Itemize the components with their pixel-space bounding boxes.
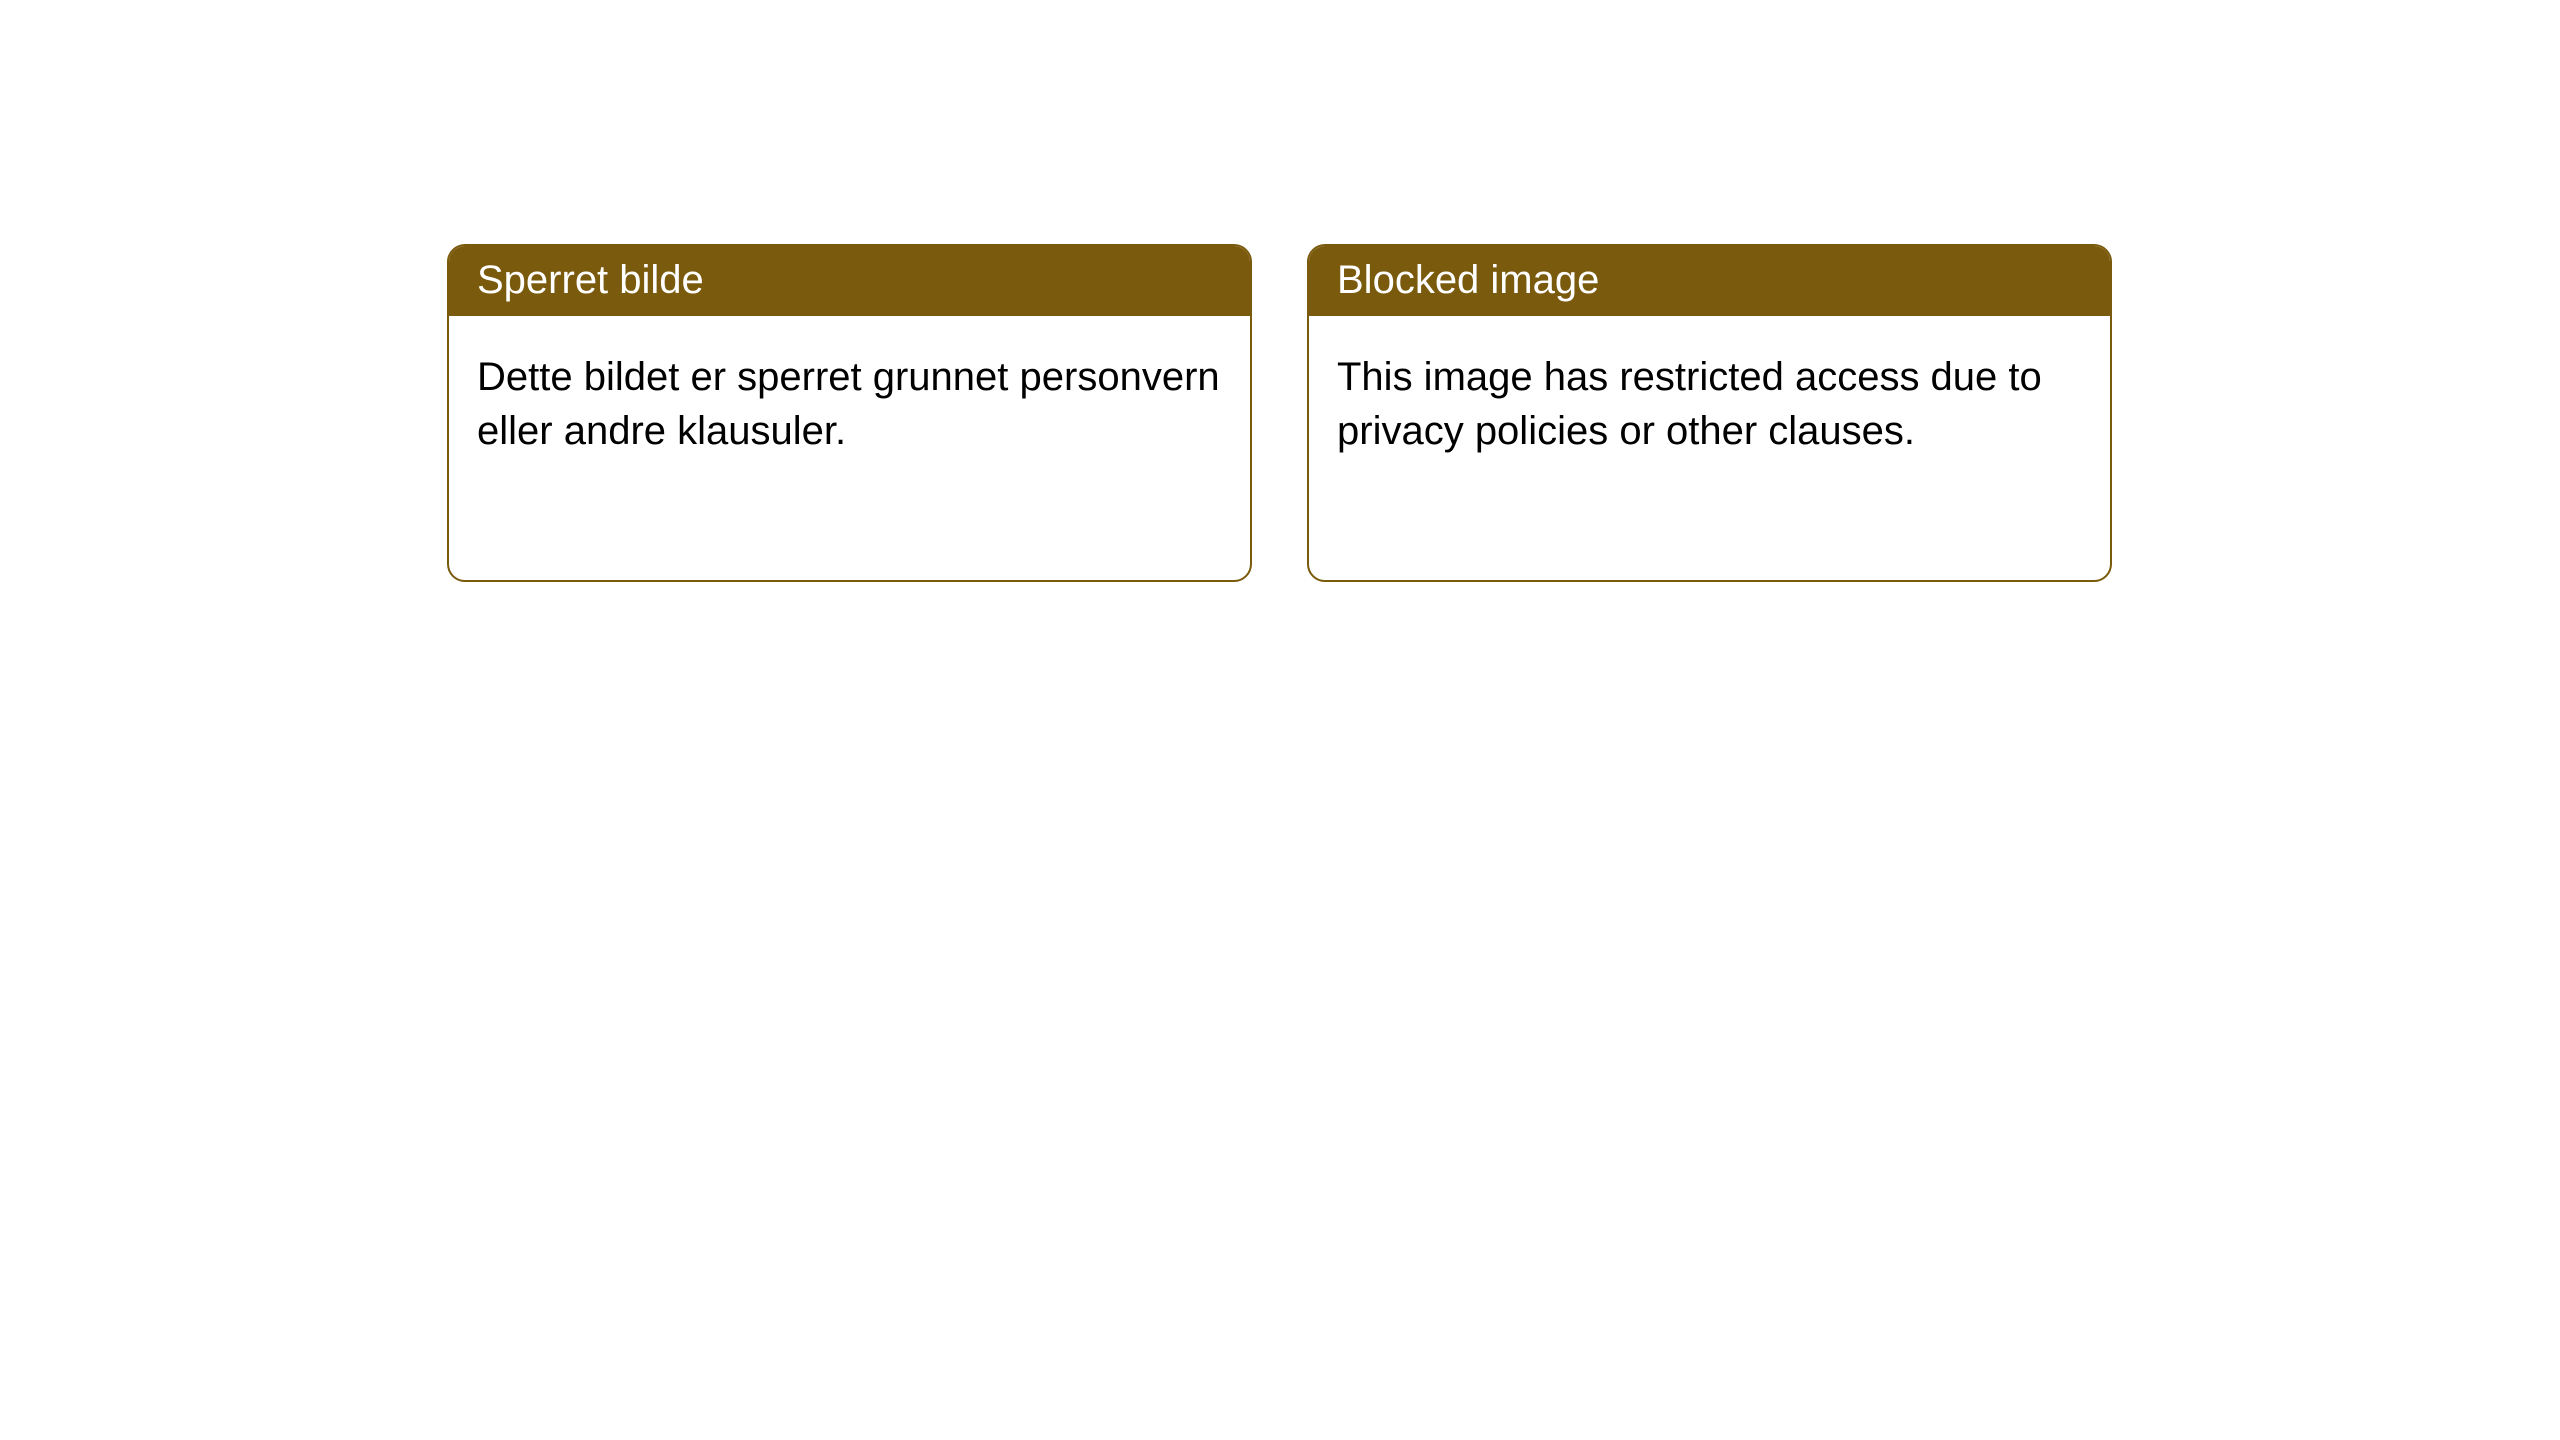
- notice-title-english: Blocked image: [1309, 246, 2110, 316]
- notice-title-norwegian: Sperret bilde: [449, 246, 1250, 316]
- notice-card-english: Blocked image This image has restricted …: [1307, 244, 2112, 582]
- notice-container: Sperret bilde Dette bildet er sperret gr…: [0, 0, 2560, 582]
- notice-body-norwegian: Dette bildet er sperret grunnet personve…: [449, 316, 1250, 492]
- notice-card-norwegian: Sperret bilde Dette bildet er sperret gr…: [447, 244, 1252, 582]
- notice-body-english: This image has restricted access due to …: [1309, 316, 2110, 492]
